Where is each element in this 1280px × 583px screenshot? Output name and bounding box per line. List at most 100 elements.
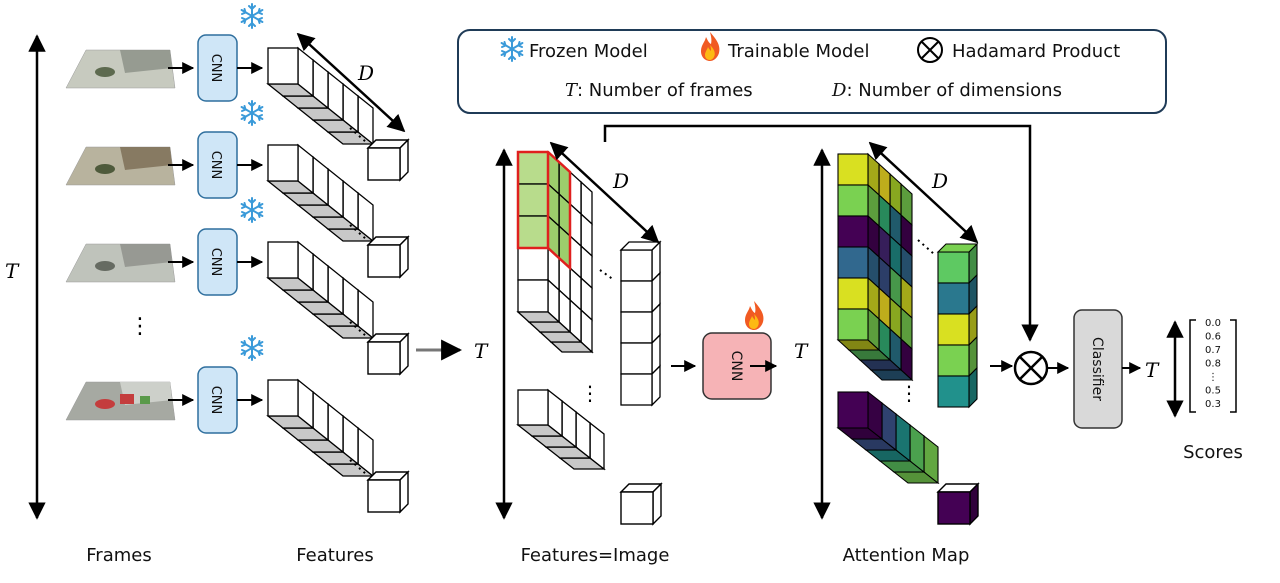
frozen-cnn-label: CNN xyxy=(208,386,223,415)
trainable-cnn-box: CNN xyxy=(702,332,772,400)
attention-d-arrow xyxy=(868,141,979,244)
legend-d-symbol: D xyxy=(831,80,847,101)
image-d-label: D xyxy=(612,169,629,193)
skip-connection-arrow xyxy=(603,124,1039,342)
image-last-cube-side xyxy=(652,482,662,526)
frame-background xyxy=(120,147,172,170)
image-end-cell xyxy=(620,373,653,406)
trainable-cnn-label: CNN xyxy=(728,351,744,382)
features-d-label: D xyxy=(357,61,374,85)
legend-t-symbol: T xyxy=(565,80,579,101)
attention-end-cell xyxy=(937,282,970,315)
feature-end-cube-side xyxy=(399,138,409,182)
attention-ellipsis: ⋮ xyxy=(899,381,919,405)
frames-t-label: T xyxy=(5,259,20,283)
frozen-cnn-label: CNN xyxy=(208,54,223,83)
attention-cell-bottom xyxy=(836,339,881,351)
classifier-label: Classifier xyxy=(1089,337,1105,401)
frame-background xyxy=(120,244,172,267)
attention-t-label: T xyxy=(794,339,809,363)
legend-d-line: D: Number of dimensions xyxy=(831,80,1062,101)
snowflake-icon xyxy=(240,3,264,29)
attention-end-cell xyxy=(937,313,970,346)
slab-front xyxy=(267,144,299,182)
frames-ellipsis: ⋮ xyxy=(129,314,151,339)
image-cell-bottom xyxy=(516,311,561,323)
image-dotted-line xyxy=(599,269,615,281)
attention-cell xyxy=(837,184,869,217)
image-end-top xyxy=(619,241,662,251)
frame-background xyxy=(120,50,172,73)
image-last-cube-front xyxy=(620,491,654,525)
score-value: 0.8 xyxy=(1205,359,1221,370)
feature-end-cube-side xyxy=(399,235,409,279)
image-cell xyxy=(517,215,549,249)
snowflake-icon xyxy=(240,197,264,223)
scores-caption: Scores xyxy=(1183,442,1243,463)
frame-subject xyxy=(95,67,115,77)
image-cell xyxy=(517,151,549,185)
attention-cell xyxy=(837,246,869,279)
image-d-arrow xyxy=(549,141,660,244)
attention-end-cell xyxy=(937,251,970,284)
attention-map-block xyxy=(836,152,980,526)
score-value: 0.0 xyxy=(1205,318,1221,329)
frozen-cnn-label: CNN xyxy=(208,248,223,277)
video-frame: CNN xyxy=(65,335,410,514)
legend-box: Frozen Model Trainable Model Hadamard Pr… xyxy=(457,29,1167,114)
legend-frozen-label: Frozen Model xyxy=(529,41,648,62)
feature-end-cube-front xyxy=(367,479,401,513)
attention-cell xyxy=(837,308,869,341)
attention-end-cell xyxy=(937,344,970,377)
attention-end-top xyxy=(936,243,979,253)
feature-end-cube-side xyxy=(399,332,409,376)
feature-end-cube-front xyxy=(367,341,401,375)
frame-detail xyxy=(120,394,134,404)
legend-d-description: : Number of dimensions xyxy=(846,80,1062,101)
legend-t-description: : Number of frames xyxy=(577,80,753,101)
legend-frame xyxy=(457,29,1167,114)
slab-front xyxy=(267,379,299,417)
features-caption: Features xyxy=(296,545,373,566)
attention-d-label: D xyxy=(931,169,948,193)
hadamard-product-icon xyxy=(1013,350,1049,386)
feature-end-cube-side xyxy=(399,470,409,514)
scores-right-bracket xyxy=(1230,319,1237,413)
circled-x-icon xyxy=(917,37,943,63)
attention-cell xyxy=(837,215,869,248)
frame-subject xyxy=(95,399,115,409)
attention-dotted-line xyxy=(917,239,935,255)
frame-subject xyxy=(95,261,115,271)
fire-icon xyxy=(745,301,764,330)
slab-front xyxy=(517,389,549,426)
attention-low-front xyxy=(837,391,869,429)
feature-end-cube-front xyxy=(367,244,401,278)
image-cell xyxy=(517,247,549,281)
attention-last-cube-side xyxy=(969,482,979,526)
image-caption: Features=Image xyxy=(521,545,670,566)
video-frame: CNN xyxy=(65,197,410,376)
snowflake-icon xyxy=(240,100,264,126)
image-cell xyxy=(517,183,549,217)
legend-t-line: T: Number of frames xyxy=(565,80,753,101)
scores-t-label: T xyxy=(1145,358,1160,382)
score-value: 0.3 xyxy=(1205,399,1221,410)
frozen-cnn-label: CNN xyxy=(208,151,223,180)
classifier-box: Classifier xyxy=(1073,309,1123,429)
attention-cell xyxy=(837,277,869,310)
slab-front xyxy=(267,47,299,85)
image-t-label: T xyxy=(474,339,489,363)
legend-trainable-label: Trainable Model xyxy=(727,41,870,62)
attention-end-cell xyxy=(937,375,970,408)
video-frame: CNN xyxy=(65,100,410,279)
image-cell xyxy=(517,279,549,313)
score-value: ⋮ xyxy=(1208,372,1218,383)
attention-caption: Attention Map xyxy=(843,545,970,566)
image-ellipsis: ⋮ xyxy=(580,381,600,405)
image-end-cell xyxy=(620,280,653,313)
features-d-arrow xyxy=(296,32,406,133)
image-end-cell xyxy=(620,342,653,375)
legend-hadamard-label: Hadamard Product xyxy=(952,41,1120,62)
